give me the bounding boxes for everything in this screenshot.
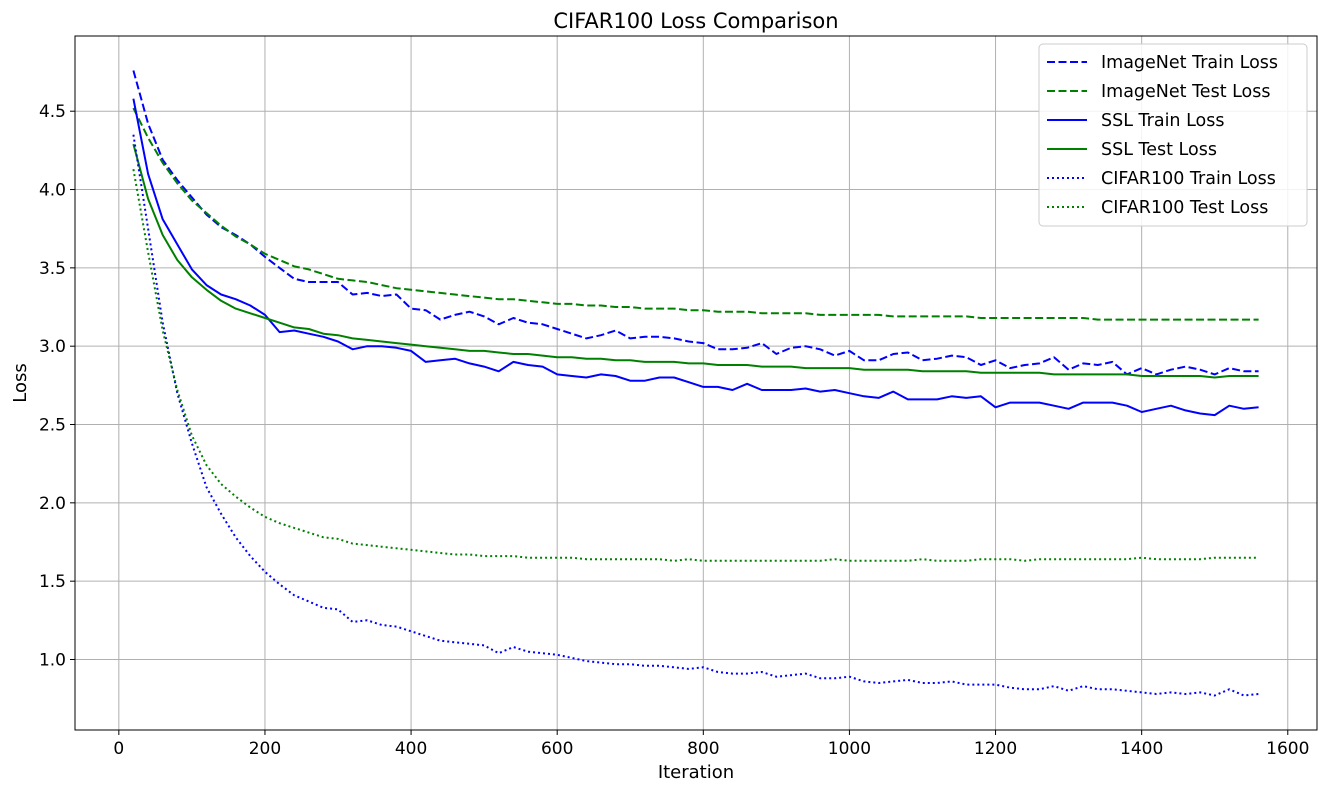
- legend-label: CIFAR100 Train Loss: [1101, 169, 1276, 189]
- series-line-5: [132, 169, 1259, 562]
- legend-label: SSL Train Loss: [1101, 111, 1224, 131]
- x-tick-label: 400: [395, 739, 427, 759]
- y-tick-label: 3.5: [39, 259, 66, 279]
- x-tick-label: 800: [687, 739, 719, 759]
- legend-label: SSL Test Loss: [1101, 140, 1217, 160]
- x-tick-label: 0: [113, 739, 124, 759]
- legend-label: ImageNet Train Loss: [1101, 53, 1278, 73]
- series-line-4: [132, 134, 1259, 697]
- y-tick-label: 3.0: [39, 337, 66, 357]
- x-tick-label: 1400: [1120, 739, 1163, 759]
- y-tick-label: 4.5: [39, 102, 66, 122]
- y-tick-label: 2.0: [39, 494, 66, 514]
- legend-label: ImageNet Test Loss: [1101, 82, 1271, 102]
- x-tick-label: 1600: [1266, 739, 1309, 759]
- series-line-1: [132, 107, 1259, 321]
- legend-label: CIFAR100 Test Loss: [1101, 198, 1268, 218]
- x-tick-label: 1200: [974, 739, 1017, 759]
- series-line-3: [132, 143, 1259, 379]
- y-tick-label: 1.0: [39, 651, 66, 671]
- x-tick-label: 1000: [828, 739, 871, 759]
- series-line-2: [132, 98, 1259, 417]
- chart-title: CIFAR100 Loss Comparison: [553, 9, 838, 33]
- series-line-0: [132, 70, 1259, 376]
- y-tick-label: 1.5: [39, 572, 66, 592]
- y-axis-label: Loss: [10, 363, 31, 402]
- axis-ticks: 0 200 400 600 800 1000 1200 1400 1600 1.0 1.5 2.0 2.…: [39, 102, 1309, 759]
- y-tick-label: 2.5: [39, 416, 66, 436]
- x-axis-label: Iteration: [658, 762, 734, 783]
- legend: ImageNet Train Loss ImageNet Test Loss SSL…: [1038, 43, 1308, 227]
- x-tick-label: 600: [541, 739, 573, 759]
- y-tick-label: 4.0: [39, 181, 66, 201]
- plot-lines: [132, 70, 1259, 697]
- x-tick-label: 200: [249, 739, 281, 759]
- plot-area-frame: [74, 35, 1318, 731]
- legend-box: [1038, 43, 1308, 227]
